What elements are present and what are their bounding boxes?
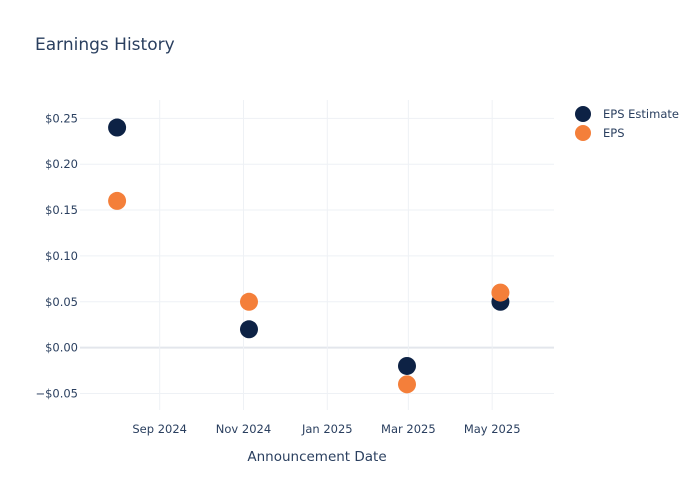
data-points [108,118,510,394]
y-axis-ticks: $0.25 $0.20 $0.15 $0.10 $0.05 $0.00 −$0.05 [35,111,78,400]
y-tick-label: $0.00 [45,341,78,355]
eps-point [491,283,510,302]
x-tick-label: Jan 2025 [301,422,353,436]
x-tick-label: Nov 2024 [216,422,271,436]
legend-marker-eps-estimate [575,106,591,122]
x-axis-ticks: Sep 2024 Nov 2024 Jan 2025 Mar 2025 May 2025 [132,422,520,436]
y-tick-label: −$0.05 [35,386,78,400]
eps-estimate-point [108,118,127,137]
x-tick-label: May 2025 [464,422,521,436]
grid-lines [80,100,554,410]
y-tick-label: $0.15 [45,203,78,217]
eps-estimate-point [239,320,258,339]
eps-point [397,375,416,394]
y-tick-label: $0.25 [45,111,78,125]
y-tick-label: $0.10 [45,249,78,263]
y-tick-label: $0.20 [45,157,78,171]
x-axis-title: Announcement Date [247,449,386,465]
x-tick-label: Mar 2025 [381,422,436,436]
legend: EPS Estimate EPS [575,106,679,141]
eps-estimate-point [397,356,416,375]
legend-label-eps: EPS [603,126,625,140]
x-tick-label: Sep 2024 [132,422,187,436]
chart-title: Earnings History [35,35,175,55]
eps-point [108,191,127,210]
legend-marker-eps [575,125,591,141]
eps-point [239,292,258,311]
y-tick-label: $0.05 [45,295,78,309]
legend-label-eps-estimate: EPS Estimate [603,107,679,121]
